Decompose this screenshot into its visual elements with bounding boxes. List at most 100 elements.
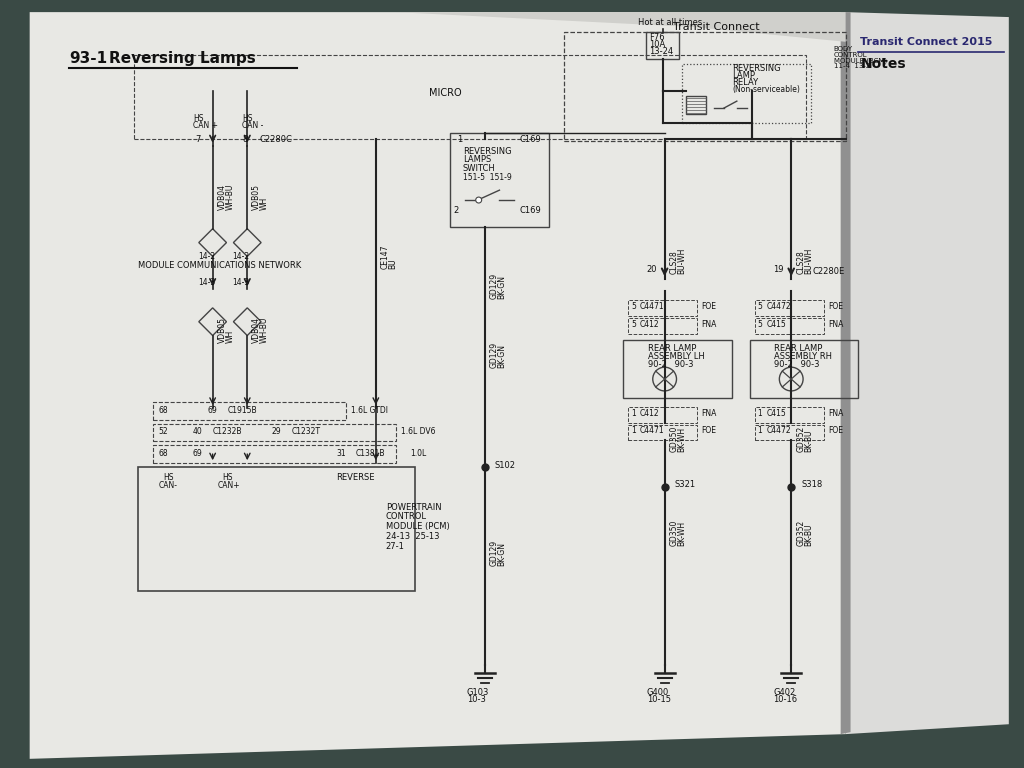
Text: WH: WH — [225, 330, 234, 343]
Bar — [628, 407, 697, 422]
Bar — [154, 424, 395, 442]
Text: VDB04: VDB04 — [217, 184, 226, 210]
Text: 69: 69 — [193, 449, 203, 458]
Text: 5: 5 — [758, 319, 763, 329]
Text: CAN+: CAN+ — [217, 481, 241, 490]
Text: FOE: FOE — [701, 426, 716, 435]
Text: 93-1: 93-1 — [70, 51, 108, 65]
Text: WH-BU: WH-BU — [260, 317, 269, 343]
Text: 10-15: 10-15 — [647, 696, 671, 704]
Text: BU-WH: BU-WH — [678, 248, 686, 274]
Text: REAR LAMP: REAR LAMP — [774, 344, 823, 353]
Text: C169: C169 — [519, 206, 541, 215]
Text: LAMP: LAMP — [732, 71, 755, 81]
Text: 10A: 10A — [649, 40, 665, 48]
Text: MODULE (PCM): MODULE (PCM) — [386, 522, 450, 531]
Text: 90-2   90-3: 90-2 90-3 — [648, 360, 693, 369]
Text: 7: 7 — [195, 134, 201, 144]
Text: 29: 29 — [272, 428, 282, 436]
Text: CAN -: CAN - — [243, 121, 264, 130]
Text: 1.6L DV6: 1.6L DV6 — [400, 428, 435, 436]
Text: (Non-serviceable): (Non-serviceable) — [732, 85, 800, 94]
Text: BU: BU — [389, 259, 397, 270]
Text: 24-13  25-13: 24-13 25-13 — [386, 532, 439, 541]
Bar — [682, 64, 811, 123]
Text: BK-BU: BK-BU — [804, 524, 813, 546]
Text: 8: 8 — [243, 134, 248, 144]
Text: MODULE COMMUNICATIONS NETWORK: MODULE COMMUNICATIONS NETWORK — [138, 261, 302, 270]
Text: 10-3: 10-3 — [467, 696, 485, 704]
Text: BK-WH: BK-WH — [678, 427, 686, 452]
Text: G103: G103 — [467, 687, 489, 697]
Bar — [133, 55, 806, 139]
Text: CLS28: CLS28 — [797, 250, 805, 274]
Text: 19: 19 — [773, 265, 784, 274]
Text: C1232T: C1232T — [292, 428, 321, 436]
Text: POWERTRAIN: POWERTRAIN — [386, 502, 441, 511]
Text: CONTROL: CONTROL — [386, 512, 427, 521]
Bar — [628, 300, 697, 316]
Text: C1232B: C1232B — [213, 428, 242, 436]
Text: Reversing Lamps: Reversing Lamps — [109, 51, 256, 65]
Text: 68: 68 — [159, 449, 168, 458]
Text: CAN-: CAN- — [159, 481, 177, 490]
Bar — [138, 467, 416, 591]
Text: 14-3: 14-3 — [232, 278, 250, 287]
Text: FOE: FOE — [827, 302, 843, 311]
Text: GD350: GD350 — [670, 426, 679, 452]
Text: ASSEMBLY LH: ASSEMBLY LH — [648, 353, 705, 361]
Text: GD129: GD129 — [489, 342, 499, 368]
Text: REAR LAMP: REAR LAMP — [648, 344, 696, 353]
Text: FOE: FOE — [827, 426, 843, 435]
Text: BK-WH: BK-WH — [678, 521, 686, 546]
Text: FNA: FNA — [827, 409, 843, 418]
Text: 27-1: 27-1 — [386, 542, 404, 551]
Text: 31: 31 — [336, 449, 346, 458]
Polygon shape — [30, 12, 846, 41]
Text: 1: 1 — [758, 426, 762, 435]
Text: Hot at all times: Hot at all times — [638, 18, 702, 27]
Text: 5: 5 — [758, 302, 763, 311]
Text: C4472: C4472 — [767, 426, 792, 435]
Text: C4472: C4472 — [767, 302, 792, 311]
Text: 20: 20 — [647, 265, 657, 274]
Text: CAN +: CAN + — [193, 121, 218, 130]
Text: 14-2: 14-2 — [198, 253, 215, 261]
Text: 52: 52 — [159, 428, 168, 436]
Text: 1: 1 — [631, 426, 636, 435]
Text: CONTROL: CONTROL — [834, 51, 867, 58]
Text: BK-GN: BK-GN — [498, 344, 507, 368]
Bar — [623, 340, 732, 398]
Polygon shape — [841, 12, 851, 734]
Text: C2280C: C2280C — [259, 134, 292, 144]
Text: GD129: GD129 — [489, 540, 499, 566]
Polygon shape — [846, 12, 1009, 734]
Text: C415: C415 — [767, 409, 786, 418]
Text: REVERSING: REVERSING — [732, 65, 780, 74]
Text: C2280E: C2280E — [813, 267, 845, 276]
Text: BU-WH: BU-WH — [804, 248, 813, 274]
Text: G400: G400 — [647, 687, 669, 697]
Bar — [755, 300, 824, 316]
Text: S321: S321 — [675, 480, 695, 489]
Bar — [628, 318, 697, 333]
Text: VDB05: VDB05 — [252, 184, 261, 210]
Text: S318: S318 — [801, 480, 822, 489]
Text: 11-4  13-2: 11-4 13-2 — [834, 64, 870, 69]
Text: 13-24: 13-24 — [649, 47, 673, 55]
Text: C412: C412 — [640, 319, 659, 329]
Text: FNA: FNA — [827, 319, 843, 329]
Text: FNA: FNA — [701, 409, 717, 418]
Text: C169: C169 — [519, 134, 541, 144]
Text: C1381B: C1381B — [356, 449, 386, 458]
Text: SWITCH: SWITCH — [463, 164, 496, 174]
Text: 1: 1 — [758, 409, 762, 418]
Polygon shape — [30, 12, 846, 759]
Text: BODY: BODY — [834, 45, 853, 51]
Text: WH: WH — [260, 197, 269, 210]
Text: FNA: FNA — [701, 319, 717, 329]
Bar — [154, 445, 395, 463]
Text: F76: F76 — [649, 33, 665, 41]
Text: GD350: GD350 — [670, 520, 679, 546]
Text: BK-GN: BK-GN — [498, 542, 507, 566]
